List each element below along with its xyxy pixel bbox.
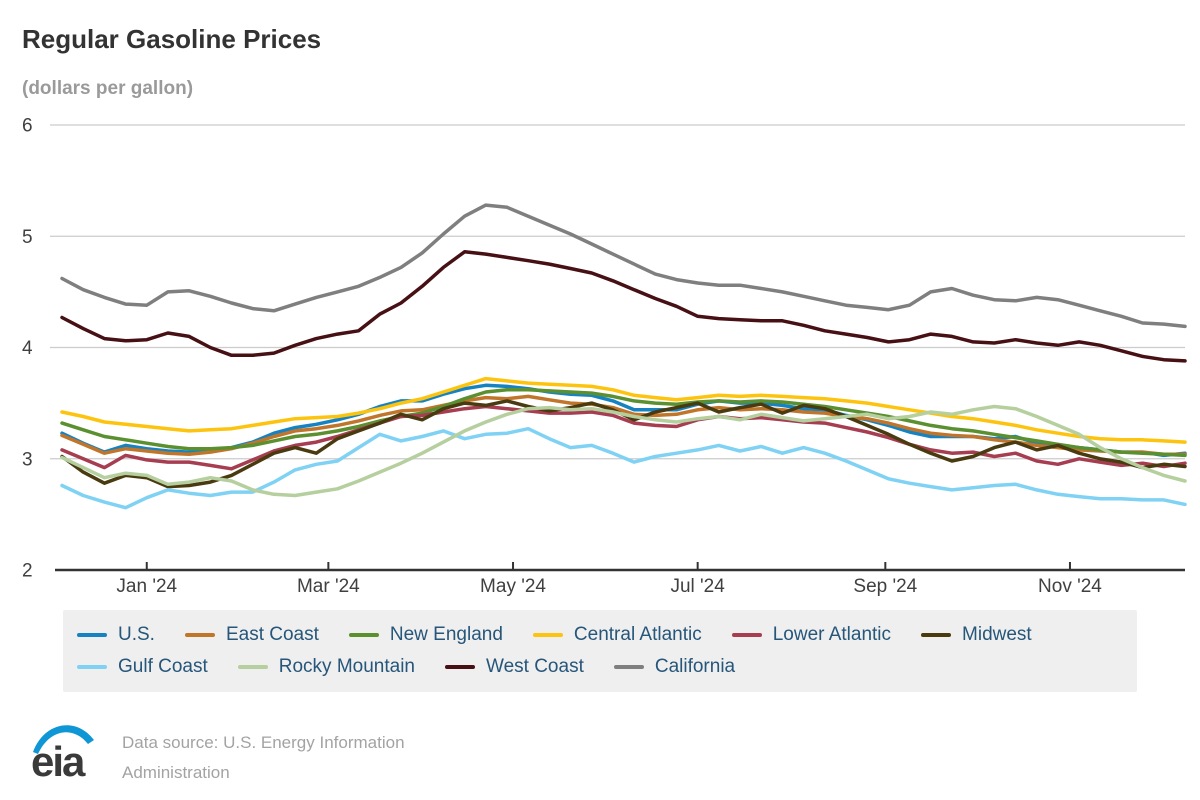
legend-swatch-west-coast [445, 665, 475, 669]
series-line-california [60, 203, 1187, 329]
legend-item-east-coast[interactable]: East Coast [184, 620, 319, 650]
series-line-west-coast [60, 250, 1187, 363]
chart-unit-subtitle: (dollars per gallon) [22, 78, 194, 99]
y-axis-label-6: 6 [22, 116, 33, 137]
legend-item-california[interactable]: California [613, 652, 736, 682]
legend-label-california: California [654, 656, 736, 677]
x-axis-label-jul-24: Jul '24 [670, 576, 725, 597]
legend-swatch-u-s [77, 633, 107, 637]
legend-label-new-england: New England [389, 624, 503, 645]
legend-swatch-central-atlantic [532, 633, 563, 637]
x-axis-label-nov-24: Nov '24 [1038, 576, 1102, 597]
footer: eia Data source: U.S. Energy Information… [28, 714, 405, 788]
y-axis-label-3: 3 [22, 449, 33, 470]
y-axis-label-4: 4 [22, 338, 33, 359]
legend-label-u-s: U.S. [118, 624, 155, 645]
series-line-new-england [60, 388, 1187, 458]
legend-item-midwest[interactable]: Midwest [921, 620, 1032, 650]
legend-item-new-england[interactable]: New England [348, 620, 503, 650]
legend-item-gulf-coast[interactable]: Gulf Coast [77, 652, 208, 682]
y-axis-label-2: 2 [22, 561, 33, 582]
legend-swatch-california [613, 665, 644, 669]
legend-label-west-coast: West Coast [486, 656, 584, 677]
series-line-rocky-mountain [60, 404, 1187, 498]
legend-label-lower-atlantic: Lower Atlantic [772, 624, 892, 645]
legend-label-east-coast: East Coast [225, 624, 319, 645]
page-title: Regular Gasoline Prices [22, 24, 322, 54]
legend-swatch-midwest [921, 633, 952, 637]
legend-item-rocky-mountain[interactable]: Rocky Mountain [237, 652, 415, 682]
x-axis-label-mar-24: Mar '24 [297, 576, 360, 597]
legend-item-west-coast[interactable]: West Coast [445, 652, 584, 682]
legend-swatch-gulf-coast [77, 665, 107, 669]
legend-swatch-rocky-mountain [237, 665, 268, 669]
legend-item-lower-atlantic[interactable]: Lower Atlantic [731, 620, 892, 650]
series-line-central-atlantic [60, 376, 1187, 444]
eia-logo-text: eia [31, 738, 86, 785]
series-line-gulf-coast [60, 426, 1187, 510]
legend-swatch-east-coast [184, 633, 215, 637]
chart-legend: U.S. East Coast New England Central Atlanti… [63, 610, 1137, 692]
series-line-lower-atlantic [60, 404, 1187, 471]
legend-swatch-new-england [348, 633, 379, 637]
legend-item-u-s[interactable]: U.S. [77, 620, 155, 650]
legend-label-rocky-mountain: Rocky Mountain [278, 656, 415, 677]
x-axis-label-jan-24: Jan '24 [116, 576, 177, 597]
x-axis-label-may-24: May '24 [480, 576, 546, 597]
y-axis-label-5: 5 [22, 227, 33, 248]
data-source-text: Data source: U.S. Energy Information Adm… [122, 714, 405, 788]
eia-logo-swoosh [33, 725, 94, 754]
gasoline-price-line-chart: 2 3 4 5 6 Jan '24 Mar '24 May '24 Jul '24 Sep '24… [22, 116, 1187, 597]
legend-label-midwest: Midwest [962, 624, 1032, 645]
data-source-line-2: Administration [122, 763, 230, 782]
x-axis-label-sep-24: Sep '24 [853, 576, 917, 597]
data-source-line-1: Data source: U.S. Energy Information [122, 733, 405, 752]
legend-label-gulf-coast: Gulf Coast [118, 656, 208, 677]
legend-item-central-atlantic[interactable]: Central Atlantic [532, 620, 702, 650]
eia-logo: eia [31, 725, 94, 785]
legend-swatch-lower-atlantic [731, 633, 762, 637]
legend-label-central-atlantic: Central Atlantic [573, 624, 702, 645]
